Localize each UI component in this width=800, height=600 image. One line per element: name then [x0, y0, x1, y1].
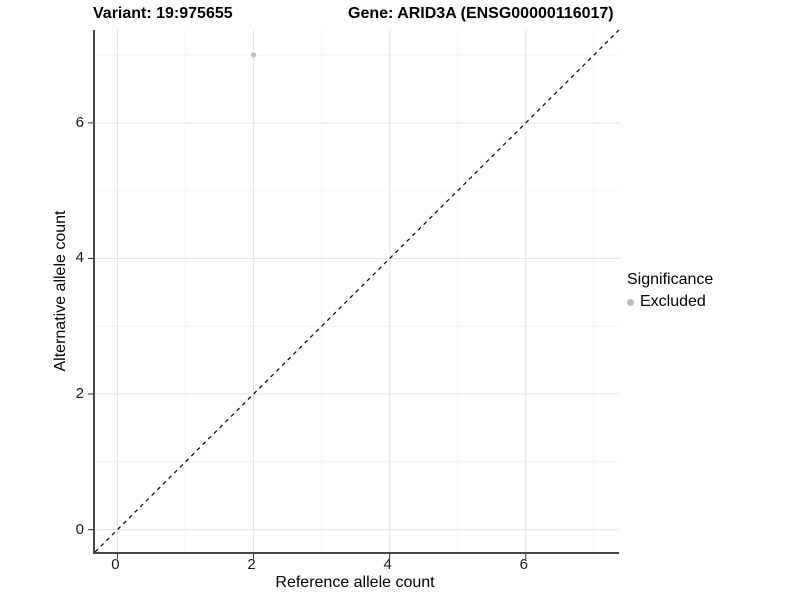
x-axis-title: Reference allele count [275, 574, 435, 591]
x-tick-label: 6 [519, 556, 528, 573]
identity-reference-line [94, 29, 620, 553]
plot-canvas [88, 29, 620, 559]
y-tick-label: 0 [75, 520, 84, 538]
legend-point-icon [627, 298, 634, 306]
x-tick-label: 2 [247, 556, 256, 573]
plot-title-variant: Variant: 19:975655 [93, 5, 233, 22]
x-tick-label: 0 [111, 556, 120, 573]
plot-title-gene: Gene: ARID3A (ENSG00000116017) [348, 5, 614, 22]
legend-item-label: Excluded [640, 293, 706, 310]
legend-title: Significance [627, 271, 714, 288]
legend-item-excluded: Excluded [627, 293, 713, 311]
y-tick-label: 2 [75, 385, 84, 403]
y-tick-label: 6 [75, 113, 84, 131]
y-axis-title: Alternative allele count [52, 210, 69, 372]
x-tick-label: 4 [383, 556, 392, 573]
legend: Significance Excluded [627, 271, 713, 311]
plot-panel [88, 29, 620, 559]
data-point [250, 52, 257, 58]
y-tick-label: 4 [75, 249, 84, 267]
